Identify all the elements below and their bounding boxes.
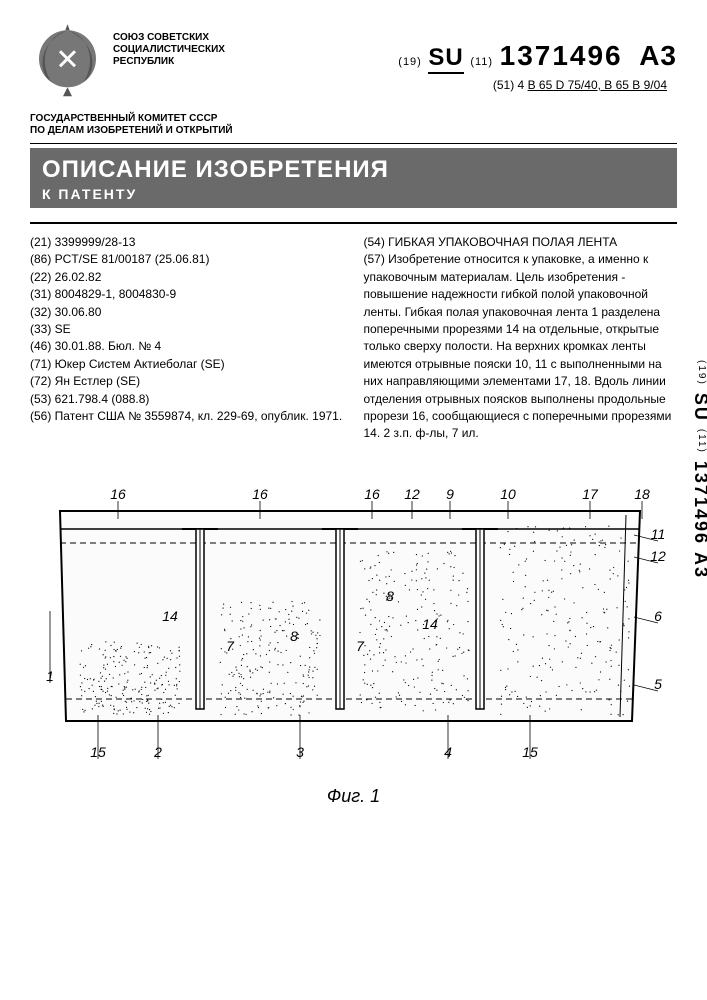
committee-line: ПО ДЕЛАМ ИЗОБРЕТЕНИЙ И ОТКРЫТИЙ: [30, 125, 677, 137]
country-code: SU: [428, 44, 463, 74]
side-su: SU: [691, 393, 707, 422]
svg-text:5: 5: [654, 676, 662, 692]
svg-text:8: 8: [290, 628, 298, 644]
divider-thick: [30, 222, 677, 224]
figure-caption: Фиг. 1: [327, 786, 380, 807]
biblio-entry: (86) PCT/SE 81/00187 (25.06.81): [30, 251, 344, 268]
figure-svg: 1616161291017181112651478871411523415: [30, 471, 670, 771]
biblio-entry: (56) Патент США № 3559874, кл. 229-69, о…: [30, 408, 344, 425]
union-line: СОЦИАЛИСТИЧЕСКИХ: [113, 44, 398, 56]
side-pre: (19): [696, 360, 707, 386]
doc-number: (19) SU (11) 1371496 A3: [398, 40, 677, 72]
side-num: 1371496: [691, 461, 707, 545]
ussr-emblem-icon: [30, 20, 105, 105]
side-kind: A3: [691, 552, 707, 579]
biblio-entry: (53) 621.798.4 (088.8): [30, 391, 344, 408]
svg-text:18: 18: [634, 486, 650, 502]
svg-text:17: 17: [582, 486, 599, 502]
doc-number-block: (19) SU (11) 1371496 A3 (51) 4 B 65 D 75…: [398, 20, 677, 92]
title-sub: К ПАТЕНТУ: [42, 186, 665, 202]
code-19: (19): [398, 56, 422, 68]
biblio-entry: (31) 8004829-1, 8004830-9: [30, 286, 344, 303]
svg-text:9: 9: [446, 486, 454, 502]
svg-text:6: 6: [654, 608, 662, 624]
svg-text:7: 7: [226, 638, 235, 654]
svg-text:16: 16: [110, 486, 126, 502]
union-line: СОЮЗ СОВЕТСКИХ: [113, 32, 398, 44]
svg-text:16: 16: [364, 486, 380, 502]
svg-text:10: 10: [500, 486, 516, 502]
svg-text:14: 14: [422, 616, 438, 632]
title-main: ОПИСАНИЕ ИЗОБРЕТЕНИЯ: [42, 156, 665, 184]
patent-page: СОЮЗ СОВЕТСКИХ СОЦИАЛИСТИЧЕСКИХ РЕСПУБЛИ…: [0, 0, 707, 1000]
side-mid: (11): [696, 429, 707, 454]
biblio-column: (21) 3399999/28-13(86) PCT/SE 81/00187 (…: [30, 234, 344, 443]
svg-text:7: 7: [356, 638, 365, 654]
svg-text:14: 14: [162, 608, 178, 624]
class-codes: B 65 D 75/40, B 65 B 9/04: [528, 78, 667, 92]
figure-1: 1616161291017181112651478871411523415 Фи…: [30, 471, 677, 811]
divider: [30, 143, 677, 144]
kind-code: A3: [639, 40, 677, 71]
biblio-entry: (71) Юкер Систем Актиеболаг (SE): [30, 356, 344, 373]
abstract-text: (57) Изобретение относится к упаковке, а…: [364, 252, 672, 440]
svg-text:12: 12: [404, 486, 420, 502]
ipc-classification: (51) 4 B 65 D 75/40, B 65 B 9/04: [398, 78, 667, 92]
class-prefix: (51) 4: [493, 78, 524, 92]
biblio-entry: (21) 3399999/28-13: [30, 234, 344, 251]
svg-text:16: 16: [252, 486, 268, 502]
committee-text: ГОСУДАРСТВЕННЫЙ КОМИТЕТ СССР ПО ДЕЛАМ ИЗ…: [30, 113, 677, 137]
union-line: РЕСПУБЛИК: [113, 56, 398, 68]
committee-line: ГОСУДАРСТВЕННЫЙ КОМИТЕТ СССР: [30, 113, 677, 125]
union-text: СОЮЗ СОВЕТСКИХ СОЦИАЛИСТИЧЕСКИХ РЕСПУБЛИ…: [113, 32, 398, 68]
patent-number: 1371496: [500, 40, 623, 71]
biblio-entry: (32) 30.06.80: [30, 304, 344, 321]
header: СОЮЗ СОВЕТСКИХ СОЦИАЛИСТИЧЕСКИХ РЕСПУБЛИ…: [30, 20, 677, 105]
abstract-column: (54) ГИБКАЯ УПАКОВОЧНАЯ ПОЛАЯ ЛЕНТА (57)…: [364, 234, 678, 443]
svg-text:8: 8: [386, 588, 394, 604]
biblio-entry: (22) 26.02.82: [30, 269, 344, 286]
code-11: (11): [470, 56, 493, 68]
biblio-entry: (33) SE: [30, 321, 344, 338]
title-block: ОПИСАНИЕ ИЗОБРЕТЕНИЯ К ПАТЕНТУ: [30, 148, 677, 208]
biblio-entry: (46) 30.01.88. Бюл. № 4: [30, 338, 344, 355]
biblio-entry: (72) Ян Естлер (SE): [30, 373, 344, 390]
side-doc-code: (19) SU (11) 1371496 A3: [690, 360, 707, 579]
invention-title: (54) ГИБКАЯ УПАКОВОЧНАЯ ПОЛАЯ ЛЕНТА: [364, 235, 618, 249]
body-columns: (21) 3399999/28-13(86) PCT/SE 81/00187 (…: [30, 234, 677, 443]
abstract: (54) ГИБКАЯ УПАКОВОЧНАЯ ПОЛАЯ ЛЕНТА (57)…: [364, 234, 678, 443]
